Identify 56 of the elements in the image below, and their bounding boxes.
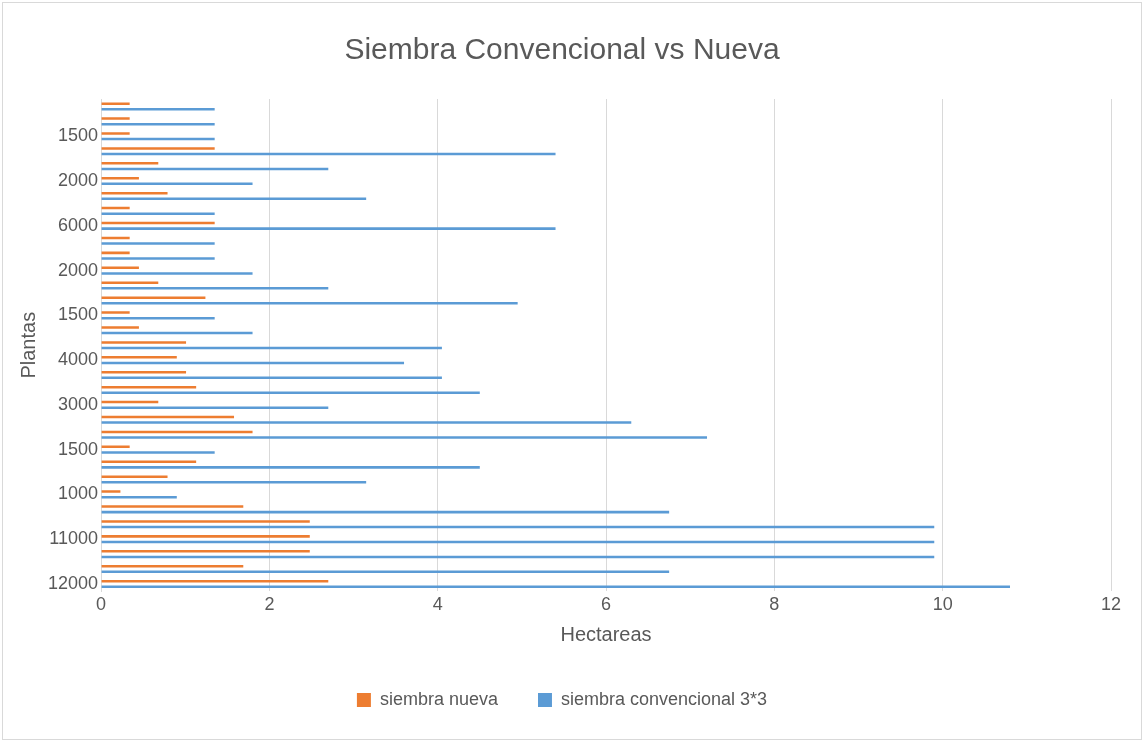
- x-axis-title: Hectareas: [560, 622, 652, 645]
- bar: [101, 520, 310, 523]
- y-tick-label: 1500: [58, 125, 99, 146]
- bar: [101, 272, 253, 275]
- bar: [101, 281, 159, 284]
- y-tick-label: 12000: [47, 572, 99, 593]
- bar: [101, 475, 168, 478]
- y-tick-label: 3000: [58, 393, 99, 414]
- y-tick-label: 1000: [58, 483, 99, 504]
- bar: [101, 490, 121, 493]
- bar: [101, 117, 130, 120]
- bar: [101, 341, 187, 344]
- bar: [101, 535, 310, 538]
- bar: [101, 132, 130, 135]
- bar: [101, 481, 367, 484]
- x-tick-label: 12: [1100, 594, 1122, 615]
- bar: [101, 406, 329, 409]
- bar: [101, 356, 177, 359]
- y-tick-label: 1500: [58, 438, 99, 459]
- x-tick-label: 2: [264, 594, 275, 615]
- chart-title: Siembra Convencional vs Nueva: [344, 32, 780, 66]
- x-tick-label: 4: [432, 594, 443, 615]
- bar: [101, 505, 244, 508]
- y-tick-label: 1500: [58, 304, 99, 325]
- bar: [101, 370, 187, 374]
- bar: [101, 102, 130, 105]
- legend-label: siembra convencional 3*3: [560, 688, 768, 709]
- legend-label: siembra nueva: [379, 688, 499, 709]
- bar: [101, 296, 206, 299]
- bar: [101, 287, 329, 290]
- bar: [101, 326, 139, 329]
- y-tick-label: 6000: [58, 214, 99, 235]
- bar: [101, 451, 215, 454]
- bar: [101, 212, 215, 215]
- bar: [101, 162, 159, 165]
- bar: [101, 585, 1011, 588]
- bar: [101, 311, 130, 314]
- bar: [101, 550, 310, 553]
- y-tick-label: 4000: [58, 349, 99, 370]
- y-tick-label: 2000: [58, 170, 99, 191]
- x-tick-label: 10: [932, 594, 953, 615]
- bar: [101, 242, 215, 245]
- x-tick-label: 8: [769, 594, 780, 615]
- bar: [101, 257, 215, 260]
- y-axis-title: Plantas: [16, 311, 39, 379]
- bar: [101, 466, 480, 469]
- bar: [101, 108, 215, 111]
- y-tick-label: 2000: [58, 259, 99, 280]
- y-tick-label: 11000: [49, 528, 99, 549]
- bar: [101, 227, 556, 230]
- bar: [101, 436, 708, 439]
- bar: [101, 147, 215, 150]
- bar: [101, 421, 632, 424]
- x-tick-label: 6: [601, 594, 612, 615]
- x-tick-label: 0: [96, 594, 107, 615]
- bar: [101, 177, 139, 180]
